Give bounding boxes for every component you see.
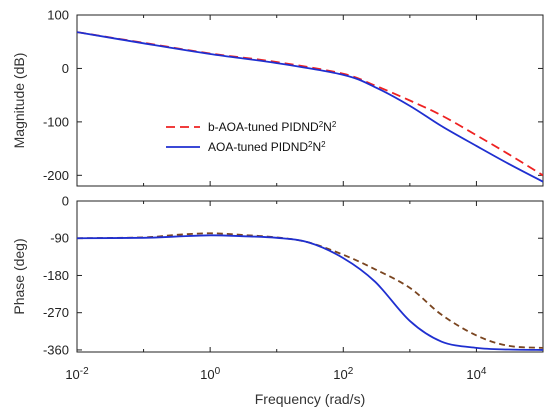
xtick-label: 10-2 — [65, 366, 89, 383]
magnitude-ytick-label: -200 — [43, 168, 69, 183]
phase-ytick-label: -360 — [43, 342, 69, 357]
magnitude-panel: 100 0 -100 -200 Magnitude (dB) b-AOA-tuned PI… — [11, 8, 544, 187]
phase-ytick-label: -180 — [43, 268, 69, 283]
legend-label-1: AOA-tuned PIDND2N2 — [208, 140, 326, 155]
magnitude-ytick-label: 0 — [62, 61, 69, 76]
phase-ytick-label: -90 — [50, 231, 69, 246]
legend: b-AOA-tuned PIDND2N2 AOA-tuned PIDND2N2 — [166, 120, 337, 155]
phase-series-line-1 — [77, 234, 543, 351]
magnitude-frame — [76, 14, 544, 187]
phase-ytick-label: 0 — [62, 194, 69, 209]
x-axis-title: Frequency (rad/s) — [255, 391, 365, 407]
xtick-label: 102 — [333, 366, 353, 383]
magnitude-ytick-label: 100 — [47, 8, 69, 23]
phase-ytick-label: -270 — [43, 305, 69, 320]
xtick-label: 100 — [200, 366, 220, 383]
legend-label-0: b-AOA-tuned PIDND2N2 — [208, 120, 337, 135]
magnitude-series-line-1 — [77, 31, 543, 183]
phase-series-line-0 — [77, 232, 543, 349]
phase-ylabel: Phase (deg) — [11, 238, 27, 314]
magnitude-series-line-0 — [77, 31, 543, 177]
xtick-label: 104 — [466, 366, 486, 383]
magnitude-ytick-label: -100 — [43, 114, 69, 129]
magnitude-ylabel: Magnitude (dB) — [11, 53, 27, 149]
phase-frame — [76, 200, 544, 353]
phase-panel: 0 -90 -180 -270 -360 10-2 100 102 104 Phase (deg)… — [11, 194, 544, 407]
